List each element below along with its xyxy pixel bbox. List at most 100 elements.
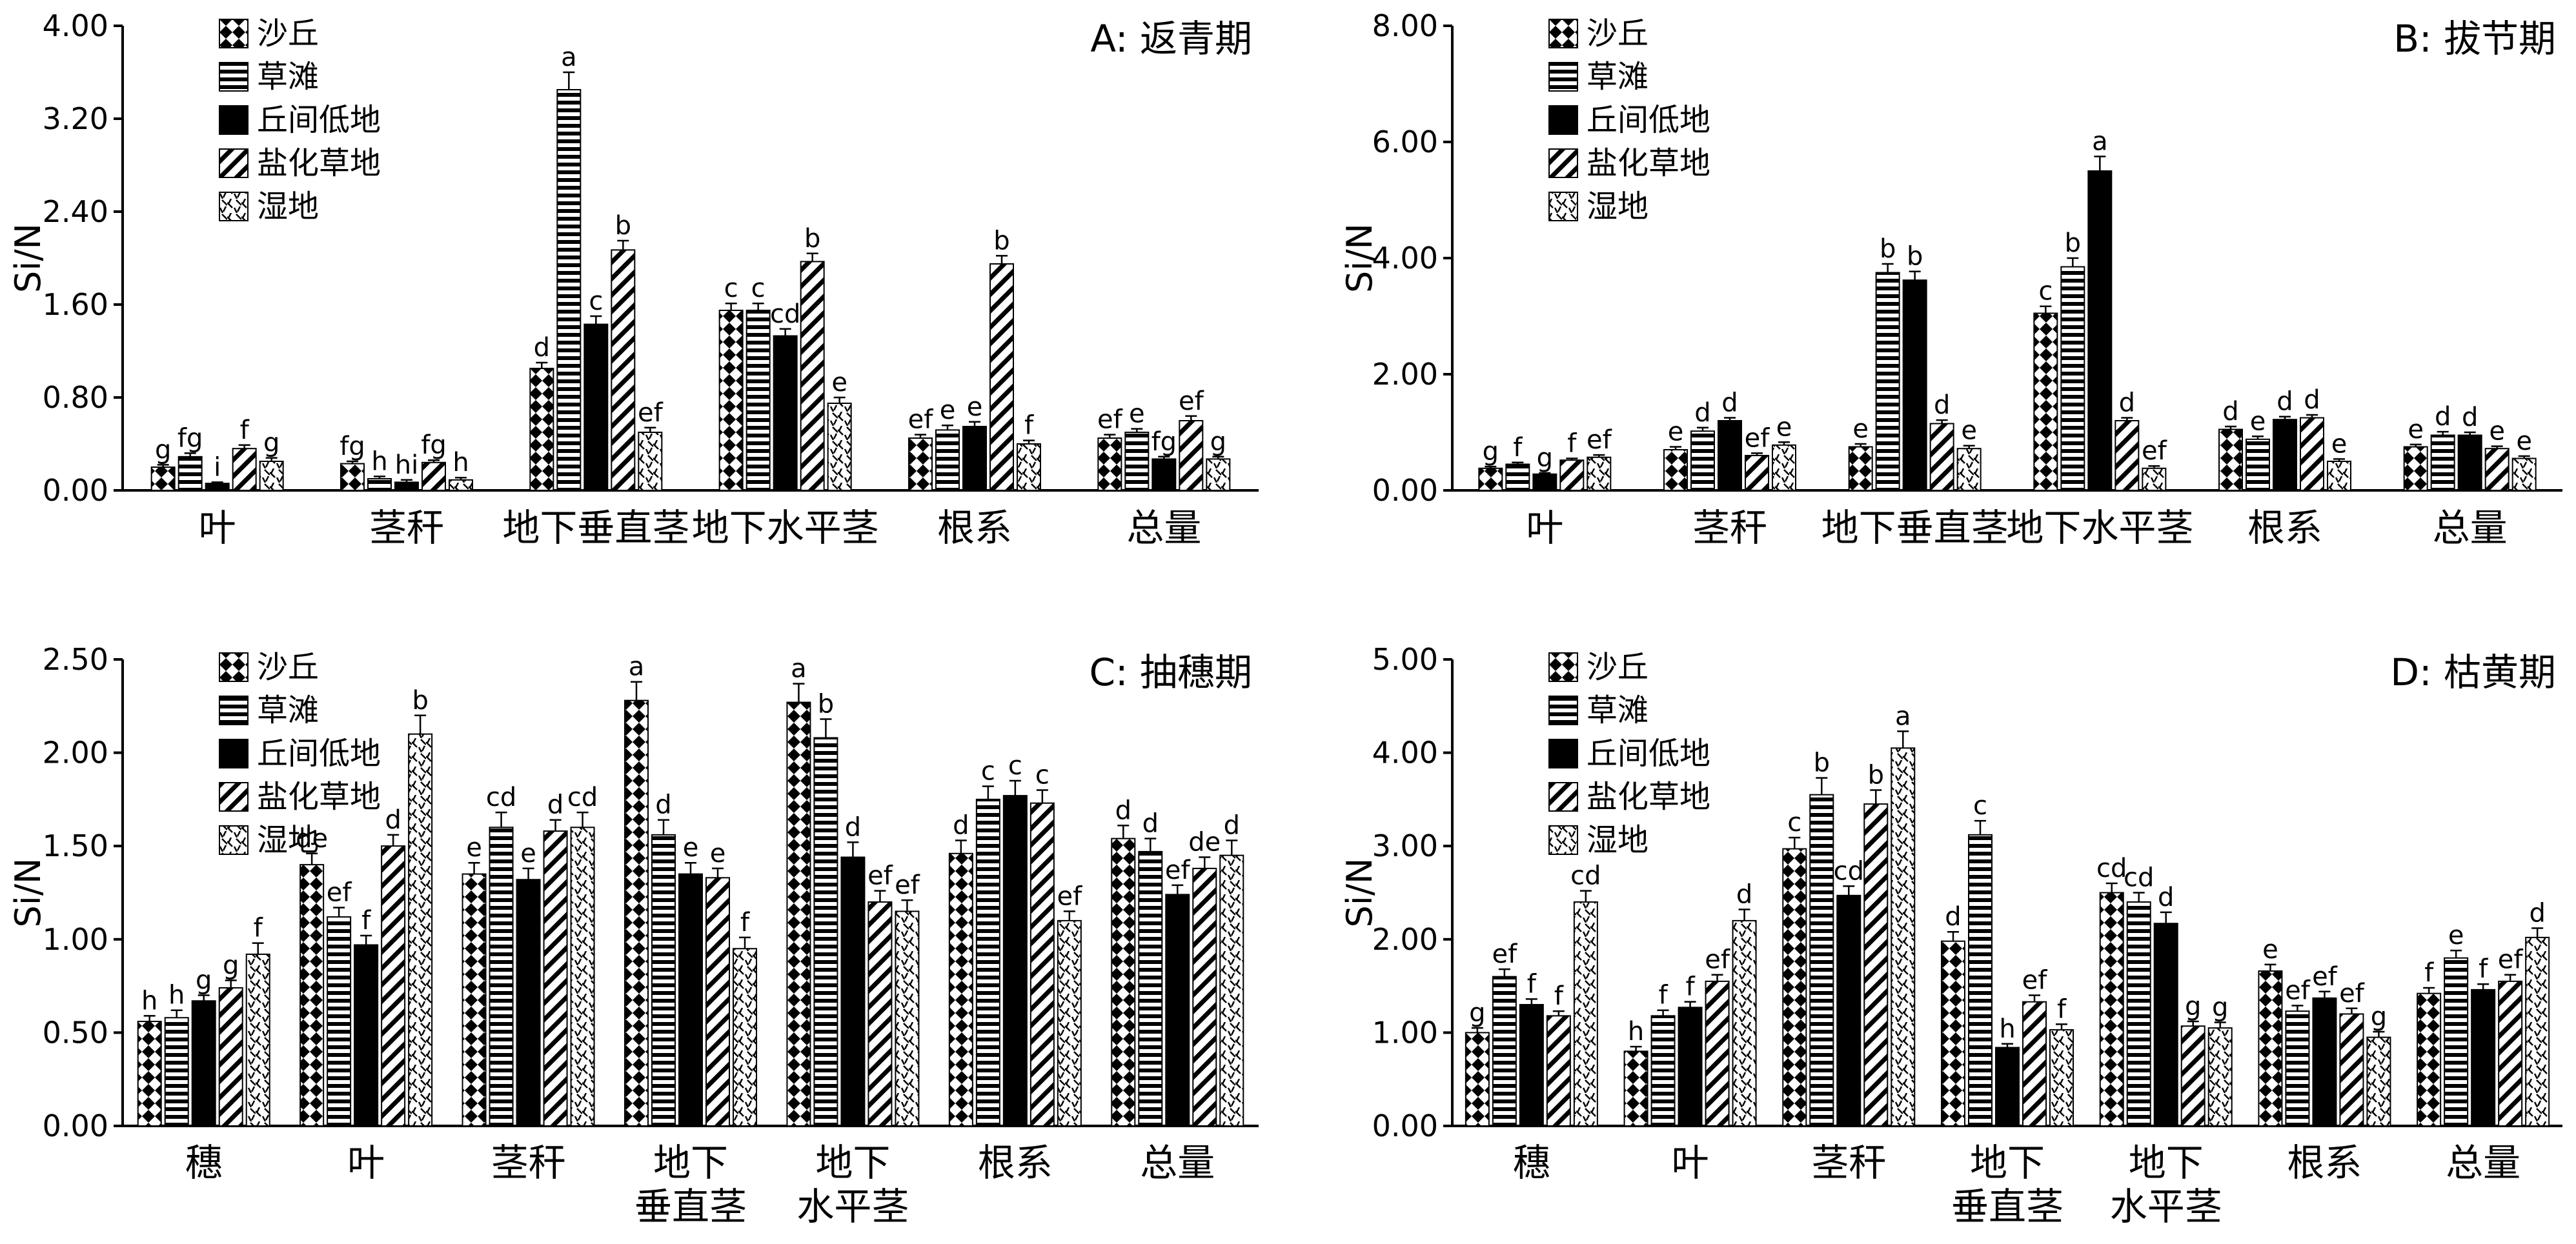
y-tick-label: 3.00	[1372, 828, 1438, 863]
y-tick-label: 4.00	[1372, 241, 1438, 276]
x-category-label: 水平茎	[2110, 1185, 2222, 1229]
bar	[516, 879, 541, 1127]
significance-letter: ef	[1165, 856, 1191, 885]
bar	[1029, 802, 1055, 1127]
legend-swatch	[1548, 825, 1578, 855]
x-category-label: 地下垂直茎	[502, 506, 689, 550]
bar	[678, 873, 703, 1127]
x-category-label: 穗	[185, 1141, 223, 1185]
bar	[529, 368, 554, 491]
legend-label: 沙丘	[257, 649, 319, 685]
bar	[218, 987, 243, 1127]
legend-swatch	[219, 105, 248, 135]
bar	[1559, 459, 1585, 492]
bar	[1002, 795, 1028, 1127]
bar	[259, 461, 284, 491]
significance-letter: ef	[895, 870, 920, 900]
bar	[1663, 449, 1688, 491]
significance-letter: de	[1188, 828, 1221, 858]
bar	[800, 261, 825, 491]
bar	[2218, 428, 2243, 491]
significance-letter: b	[993, 226, 1009, 256]
bar	[1863, 803, 1889, 1127]
significance-letter: cd	[2096, 854, 2127, 883]
bar	[1017, 443, 1041, 491]
significance-letter: h	[168, 981, 185, 1010]
bar	[1690, 430, 1715, 492]
y-tick-label: 6.00	[1372, 125, 1438, 159]
x-category-label: 地下	[653, 1141, 728, 1185]
legend-swatch	[1548, 696, 1578, 725]
bar	[150, 466, 176, 491]
y-tick-label: 5.00	[1372, 642, 1438, 677]
significance-letter: f	[1686, 972, 1696, 1002]
bar	[1192, 867, 1217, 1127]
bar	[232, 448, 257, 492]
bar	[1138, 850, 1163, 1127]
bar	[570, 827, 595, 1127]
y-tick-label: 1.60	[43, 287, 108, 322]
significance-letter: ef	[1097, 405, 1123, 435]
x-category-label: 地下	[815, 1141, 890, 1185]
significance-letter: ef	[638, 398, 664, 428]
legend-label: 草滩	[1587, 692, 1648, 728]
legend-swatch	[1548, 192, 1578, 221]
bar	[1650, 1015, 1676, 1127]
significance-letter: b	[1814, 748, 1830, 778]
legend-swatch	[1548, 782, 1578, 812]
x-category-label: 垂直茎	[634, 1185, 747, 1229]
bar	[354, 944, 379, 1127]
x-category-label: 垂直茎	[1951, 1185, 2064, 1229]
bar	[1848, 446, 1873, 491]
legend-swatch	[1548, 19, 1578, 48]
bar	[556, 89, 582, 491]
bar	[840, 856, 866, 1127]
panel-title: B: 拔节期	[2393, 17, 2556, 61]
significance-letter: c	[2038, 277, 2053, 306]
y-tick-label: 2.40	[43, 194, 108, 229]
bar	[989, 263, 1014, 491]
bar	[177, 456, 203, 491]
bar	[2033, 312, 2058, 491]
significance-letter: f	[1659, 981, 1668, 1010]
legend-swatch	[219, 652, 248, 682]
bar	[449, 479, 473, 491]
bar	[137, 1021, 162, 1127]
x-category-label: 总量	[2446, 1141, 2520, 1185]
significance-letter: ef	[2142, 436, 2167, 466]
x-category-label: 茎秆	[1692, 506, 1767, 550]
bar	[2484, 448, 2510, 492]
bar	[2099, 892, 2124, 1127]
bar	[1465, 1032, 1490, 1127]
significance-letter: e	[520, 839, 536, 868]
legend-label: 丘间低地	[1587, 736, 1710, 772]
significance-letter: d	[1934, 390, 1950, 420]
x-category-label: 地下垂直茎	[1821, 506, 2009, 550]
legend-label: 湿地	[1587, 188, 1648, 225]
bar	[327, 916, 352, 1127]
legend-swatch	[1548, 739, 1578, 768]
panel-title: D: 枯黄期	[2390, 650, 2556, 694]
panel-title: C: 抽穗期	[1090, 650, 1252, 694]
significance-letter: g	[263, 428, 279, 458]
significance-letter: h	[452, 448, 469, 477]
significance-letter: c	[1973, 791, 1987, 821]
bar	[1057, 919, 1082, 1127]
significance-letter: e	[967, 392, 983, 422]
bar	[1219, 854, 1244, 1127]
significance-letter: e	[710, 839, 726, 868]
significance-letter: e	[1852, 414, 1869, 444]
significance-letter: b	[1880, 234, 1896, 264]
significance-letter: e	[2516, 426, 2532, 456]
bar	[2417, 992, 2442, 1127]
y-tick-label: 0.00	[43, 1109, 108, 1143]
bar	[2060, 266, 2085, 491]
significance-letter: d	[547, 790, 563, 820]
significance-letter: h	[1999, 1014, 2015, 1044]
y-tick-label: 0.00	[1372, 1109, 1438, 1143]
legend-label: 草滩	[257, 59, 319, 95]
bar	[2511, 457, 2537, 491]
x-category-label: 根系	[2247, 506, 2322, 550]
y-axis-label: Si/N	[1339, 858, 1380, 928]
x-category-label: 根系	[937, 506, 1012, 550]
